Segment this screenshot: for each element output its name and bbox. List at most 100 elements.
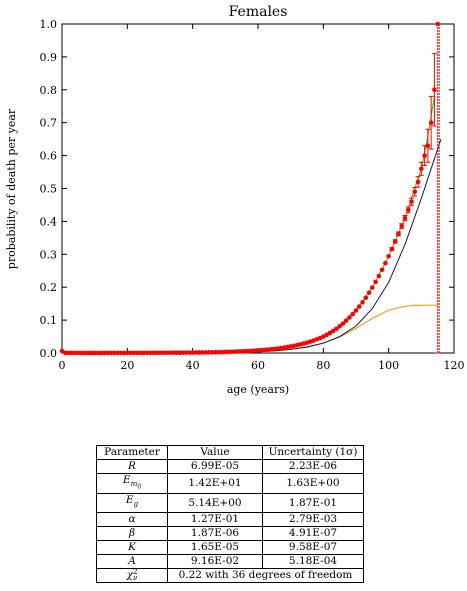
y-tick-label: 0.2 <box>40 281 58 294</box>
data-point <box>167 350 173 356</box>
data-point <box>402 215 408 221</box>
data-point <box>209 349 215 355</box>
param-uncertainty: 9.58E-07 <box>262 539 364 555</box>
data-point <box>200 350 205 355</box>
param-value: 6.99E-05 <box>167 459 263 474</box>
data-point <box>206 350 212 355</box>
data-point <box>128 350 133 356</box>
data-point <box>223 349 228 355</box>
data-point <box>392 239 398 244</box>
header-uncertainty: Uncertainty (1σ) <box>262 445 364 460</box>
y-tick-label: 1.0 <box>40 18 58 31</box>
data-point <box>415 179 421 185</box>
data-point <box>356 304 362 309</box>
parameter-table: Parameter Value Uncertainty (1σ) R 6.99E… <box>96 445 364 583</box>
data-point <box>232 349 238 354</box>
param-uncertainty: 5.18E-04 <box>262 553 364 569</box>
x-tick-label: 0 <box>59 359 66 372</box>
data-point <box>419 166 424 172</box>
table-row: β 1.87E-06 4.91E-07 <box>96 525 364 541</box>
data-point <box>118 350 124 356</box>
data-point <box>216 349 222 355</box>
data-point <box>76 350 81 356</box>
param-uncertainty: 4.91E-07 <box>262 525 364 541</box>
data-point <box>183 350 189 355</box>
param-value: 1.42E+01 <box>167 472 263 495</box>
data-point <box>255 348 261 353</box>
data-point <box>66 350 71 356</box>
param-value: 1.27E-01 <box>167 511 263 527</box>
x-tick-label: 60 <box>251 359 265 372</box>
data-point <box>379 267 385 273</box>
y-tick-label: 0.4 <box>40 215 58 228</box>
data-point <box>138 350 143 356</box>
data-point <box>389 246 395 252</box>
data-point <box>376 273 382 279</box>
data-point <box>236 349 241 354</box>
data-point <box>383 260 388 266</box>
x-tick-label: 80 <box>316 359 330 372</box>
data-point <box>85 350 91 356</box>
x-tick-label: 120 <box>444 359 465 372</box>
data-point <box>121 350 127 356</box>
mortality-chart: Females 0 20 40 60 80 100 120 0.0 0.1 0.2 0.3 0.4 0.… <box>5 4 465 396</box>
y-tick-label: 0.9 <box>40 51 58 64</box>
data-point <box>134 350 140 356</box>
data-point <box>347 315 352 320</box>
data-point <box>203 350 209 355</box>
y-tick-label: 0.3 <box>40 248 58 261</box>
data-point <box>125 350 130 356</box>
y-tick-label: 0.6 <box>40 150 58 163</box>
data-point <box>405 207 411 213</box>
data-point <box>108 350 114 356</box>
data-point <box>69 350 75 356</box>
data-point <box>252 348 258 353</box>
data-point <box>412 189 418 195</box>
table-row: R 6.99E-05 2.23E-06 <box>96 459 364 474</box>
data-point <box>164 350 169 356</box>
data-point <box>396 231 401 237</box>
table-row: α 1.27E-01 2.79E-03 <box>96 511 364 527</box>
data-point <box>174 350 179 356</box>
data-point <box>147 350 153 356</box>
data-point <box>157 350 163 356</box>
data-point <box>62 350 68 356</box>
x-tick-label: 20 <box>120 359 134 372</box>
fit-line <box>61 96 435 354</box>
param-name: α <box>96 511 168 527</box>
data-point <box>187 350 192 355</box>
data-point <box>89 350 94 356</box>
data-point <box>409 199 414 204</box>
y-tick-label: 0.7 <box>40 117 58 130</box>
data-point <box>330 328 336 334</box>
param-uncertainty: 1.63E+00 <box>262 472 364 495</box>
data-point <box>196 350 202 355</box>
table-row: Em0 1.42E+01 1.63E+00 <box>96 472 364 495</box>
table-row: Eg 5.14E+00 1.87E-01 <box>96 493 364 513</box>
param-name: β <box>96 525 168 541</box>
param-name: K <box>96 539 168 555</box>
data-point <box>343 318 349 323</box>
fit-line <box>257 139 442 353</box>
data-point <box>213 349 218 355</box>
x-tick-label: 100 <box>378 359 399 372</box>
y-tick-label: 0.1 <box>40 314 58 327</box>
param-name: R <box>96 459 168 474</box>
data-point <box>340 321 346 326</box>
data-point <box>79 350 84 356</box>
data-point <box>435 21 440 27</box>
data-point <box>366 290 372 296</box>
param-value: 1.65E-05 <box>167 539 263 555</box>
param-name: Eg <box>96 493 168 513</box>
data-point <box>160 350 166 356</box>
data-point <box>102 350 107 356</box>
fit-line <box>61 304 438 354</box>
data-point <box>350 311 356 317</box>
data-point <box>360 300 365 305</box>
data-point <box>180 350 186 355</box>
data-point <box>98 350 104 356</box>
data-point <box>422 153 427 158</box>
data-point <box>239 349 244 354</box>
data-point <box>72 350 78 356</box>
